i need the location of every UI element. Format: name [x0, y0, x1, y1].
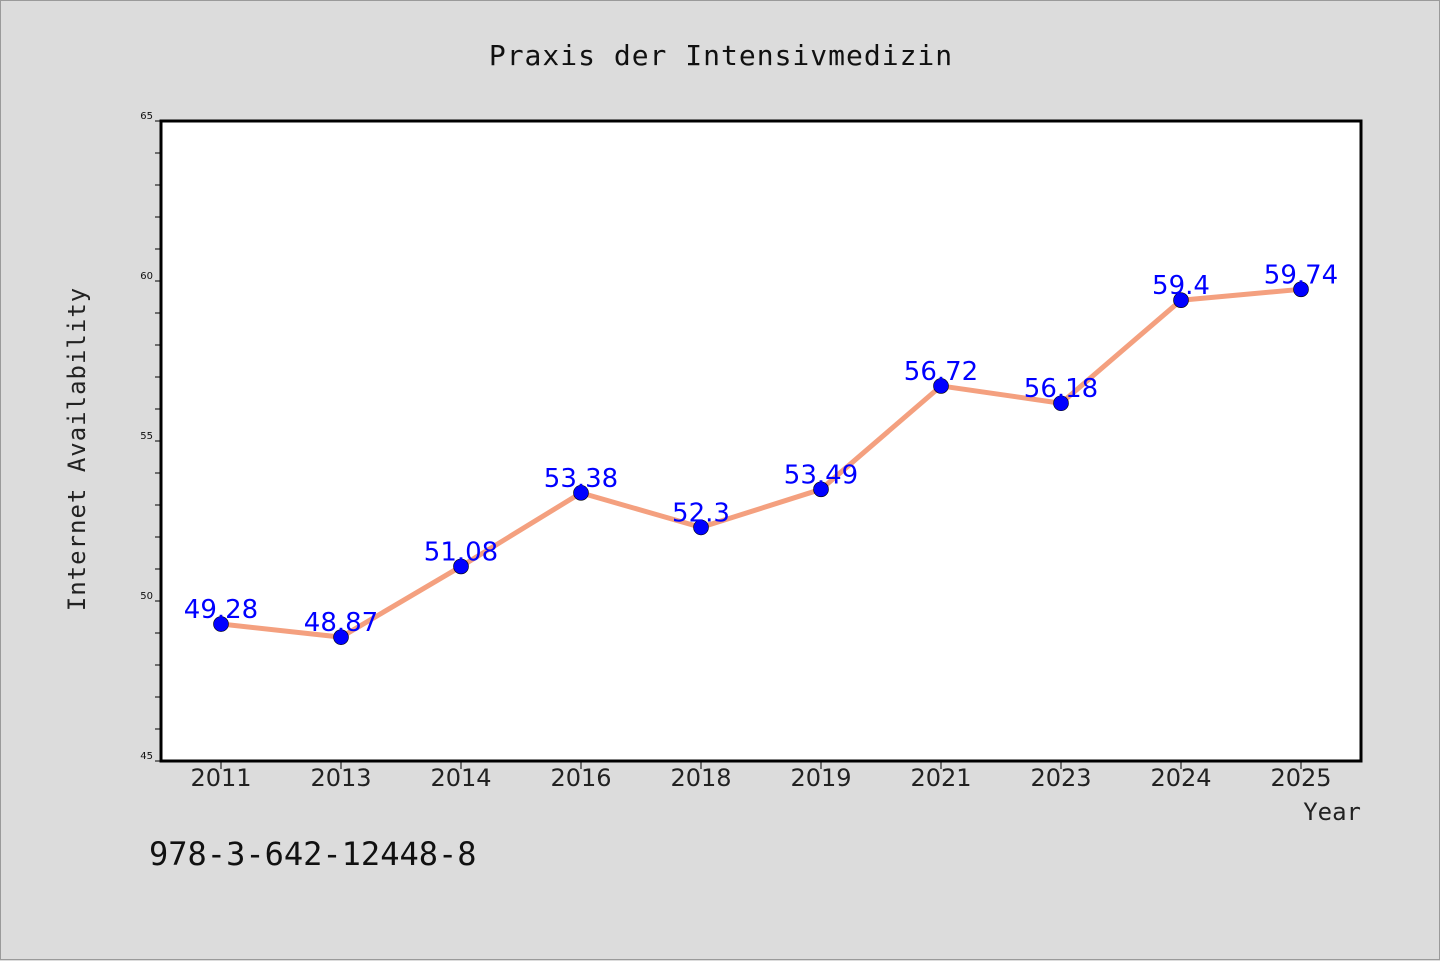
x-tick-label: 2014	[430, 764, 491, 792]
x-axis: 2011 2013 2014 2016 2018 2019 2021 2023 2024 2025	[190, 761, 1332, 792]
x-tick-label: 2011	[190, 764, 251, 792]
series-line-group	[213, 281, 1309, 645]
x-tick-label: 2013	[310, 764, 371, 792]
data-label: 59.4	[1152, 271, 1210, 301]
data-point	[813, 481, 829, 498]
y-axis: 45 50 55 60 65	[140, 111, 161, 762]
x-tick-label: 2018	[670, 764, 731, 792]
chart-title: Praxis der Intensivmedizin	[489, 39, 953, 72]
y-axis-label: Internet Availability	[63, 287, 91, 611]
data-label: 48.87	[304, 608, 378, 638]
data-label: 59.74	[1264, 260, 1338, 290]
x-tick-label: 2016	[550, 764, 611, 792]
data-label: 53.49	[784, 460, 858, 490]
data-label: 49.28	[184, 595, 258, 625]
isbn-annotation: 978-3-642-12448-8	[149, 835, 477, 873]
series-line	[218, 286, 1304, 640]
data-label: 52.3	[672, 498, 730, 528]
plot-frame	[159, 119, 1363, 763]
data-point	[333, 629, 349, 645]
y-tick-label: 55	[140, 431, 153, 442]
data-label-group: 49.28 48.87 51.08 53.38 52.3 53.49 56.72 56.18 5…	[184, 260, 1338, 638]
y-tick-label: 65	[140, 111, 153, 122]
x-tick-label: 2023	[1030, 764, 1091, 792]
data-label: 53.38	[544, 464, 618, 494]
x-tick-label: 2025	[1270, 764, 1331, 792]
data-label: 56.18	[1024, 374, 1098, 404]
data-point	[573, 485, 589, 501]
x-tick-label: 2024	[1150, 764, 1211, 792]
data-label: 51.08	[424, 537, 498, 567]
data-point	[933, 378, 949, 394]
data-label: 56.72	[904, 357, 978, 387]
x-tick-label: 2021	[910, 764, 971, 792]
plot-area	[161, 121, 1361, 761]
data-point	[1293, 281, 1309, 298]
x-axis-label: Year	[1303, 798, 1361, 826]
data-point	[1053, 395, 1069, 412]
data-point	[1173, 292, 1189, 309]
data-point	[693, 519, 709, 536]
data-point	[213, 616, 229, 632]
y-tick-label: 45	[140, 751, 153, 762]
x-tick-label: 2019	[790, 764, 851, 792]
data-point	[453, 558, 469, 575]
y-tick-label: 50	[140, 591, 153, 602]
y-tick-label: 60	[140, 271, 153, 282]
